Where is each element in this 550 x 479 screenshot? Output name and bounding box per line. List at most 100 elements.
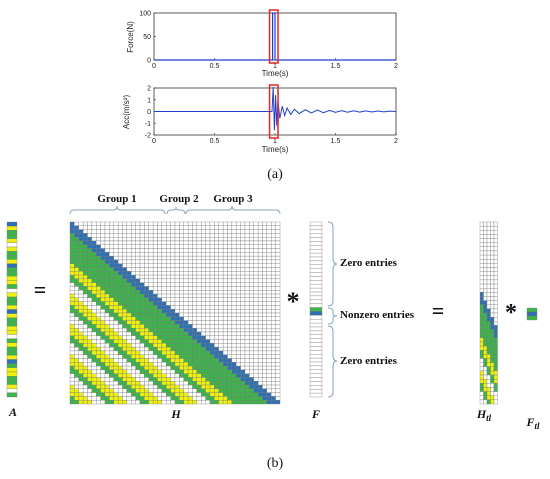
matrix-h-cell [196,396,202,401]
matrix-h-cell [131,293,136,299]
matrix-h-cell [91,312,97,317]
matrix-htl-cell [483,296,488,301]
matrix-h-cell [179,316,184,321]
matrix-h-cell [122,305,128,310]
matrix-h-cell [192,282,198,287]
matrix-h-cell [240,369,246,374]
matrix-h-cell [126,377,132,382]
matrix-h-cell [117,388,123,393]
matrix-htl-cell [483,225,488,231]
matrix-htl-cell [490,267,495,272]
matrix-htl-cell [490,333,495,338]
matrix-h-cell [218,365,224,371]
matrix-htl-cell [493,246,498,252]
matrix-h-cell [87,388,93,393]
matrix-h-cell [113,252,119,257]
matrix-h-cell [87,327,93,333]
matrix-h-cell [244,350,250,355]
matrix-h-cell [157,316,163,321]
matrix-h-cell [117,335,123,340]
matrix-h-cell [91,392,97,397]
matrix-h-cell [205,290,211,295]
matrix-h-cell [78,324,84,329]
matrix-h-cell [117,267,123,272]
matrix-h-cell [100,293,106,299]
matrix-htl-cell [490,234,495,239]
matrix-h-cell [174,327,180,333]
matrix-h-cell [275,252,281,257]
matrix-h-cell [222,293,228,299]
matrix-h-cell [87,271,93,276]
matrix-h-cell [109,400,114,405]
matrix-htl-cell [479,292,484,297]
matrix-h-cell [271,240,276,245]
matrix-htl-cell [490,312,495,318]
matrix-h-cell [100,324,106,329]
matrix-h-cell [244,396,250,401]
matrix-h-cell [144,335,149,340]
matrix-h-cell [231,339,237,344]
matrix-h-cell [117,248,123,253]
matrix-h-cell [214,252,219,257]
matrix-h-cell [82,373,88,378]
matrix-h-cell [69,259,75,264]
matrix-h-cell [122,236,128,242]
matrix-h-cell [222,312,228,317]
matrix-h-cell [117,320,123,325]
vector-f-cell [309,369,323,374]
matrix-htl-cell [486,366,491,372]
matrix-h-cell [244,365,250,371]
matrix-h-cell [122,286,128,291]
matrix-htl-cell [490,304,495,310]
matrix-h-cell [170,343,176,348]
matrix-h-cell [192,365,198,371]
matrix-h-cell [109,365,114,371]
matrix-h-cell [231,236,237,242]
matrix-h-cell [271,267,276,272]
matrix-h-cell [69,282,75,287]
matrix-h-cell [205,339,211,344]
matrix-h-cell [196,381,202,386]
matrix-h-cell [74,236,79,242]
vector-a-cell [6,363,18,369]
matrix-h-cell [117,252,123,257]
matrix-h-cell [122,229,128,234]
matrix-h-cell [139,327,145,333]
matrix-h-cell [253,233,259,238]
vector-a-cell [6,350,18,356]
matrix-h-cell [113,236,119,242]
matrix-h-cell [214,354,219,359]
matrix-h-cell [161,301,167,306]
matrix-h-cell [170,392,176,397]
matrix-h-cell [174,297,180,302]
matrix-htl-cell [493,387,498,392]
matrix-h-cell [96,373,101,378]
matrix-htl [479,221,498,405]
matrix-h-cell [148,373,154,378]
matrix-h-cell [262,274,268,280]
matrix-h-cell [227,282,233,287]
vector-a-cell [6,275,18,281]
vector-f-cell [309,272,323,277]
matrix-h-cell [231,305,237,310]
matrix-htl-cell [483,350,488,355]
matrix-h-cell [117,274,123,280]
matrix-h-cell [227,259,233,264]
matrix-h-cell [240,278,246,283]
matrix-h-cell [131,396,136,401]
matrix-h-cell [231,335,237,340]
matrix-h-cell [117,309,123,314]
matrix-htl-cell [490,263,495,268]
matrix-h-cell [249,384,254,390]
matrix-h-cell [236,293,241,299]
matrix-h-cell [205,320,211,325]
matrix-h-cell [179,388,184,393]
matrix-h-cell [174,259,180,264]
matrix-h-cell [205,373,211,378]
matrix-h-cell [209,271,215,276]
matrix-h-cell [240,343,246,348]
matrix-h-cell [205,301,211,306]
matrix-h-cell [179,236,184,242]
matrix-h-cell [253,282,259,287]
matrix-h-cell [117,331,123,336]
